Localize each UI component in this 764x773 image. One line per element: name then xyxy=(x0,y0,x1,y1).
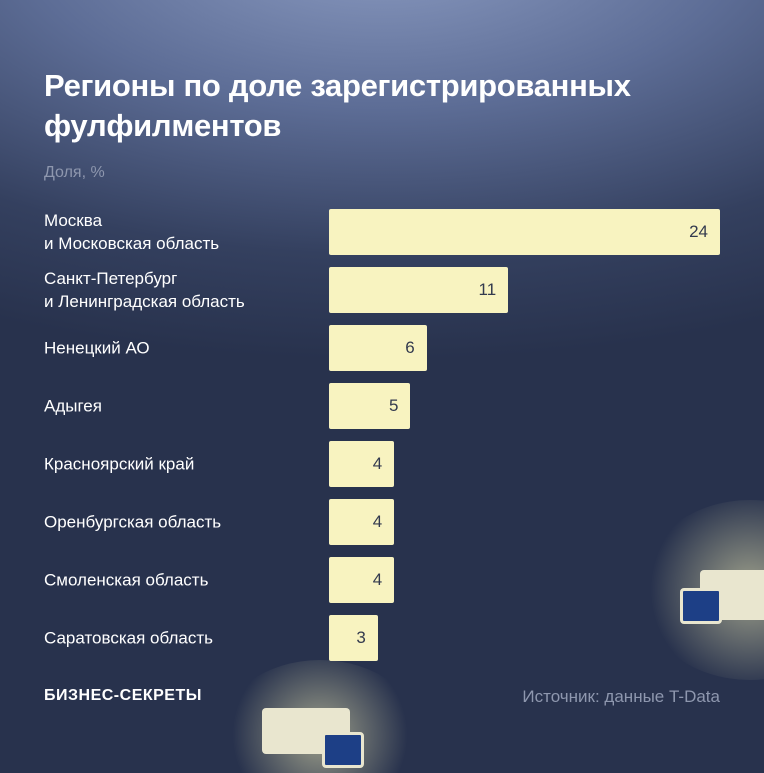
value-label: 11 xyxy=(478,280,497,299)
truck-cab xyxy=(680,588,722,624)
bar xyxy=(329,267,509,313)
bar xyxy=(329,615,378,661)
bar xyxy=(329,383,411,429)
subtitle: Доля, % xyxy=(44,164,105,181)
value-label: 5 xyxy=(388,396,399,415)
category-label: Москва и Московская область xyxy=(44,211,220,253)
brand: БИЗНЕС-СЕКРЕТЫ xyxy=(44,687,202,704)
truck-cab xyxy=(322,732,364,768)
value-label: 24 xyxy=(689,222,708,241)
value-label: 3 xyxy=(356,628,366,647)
category-label: Саратовская область xyxy=(44,628,213,648)
bar xyxy=(329,209,720,255)
value-label: 4 xyxy=(372,570,383,589)
value-label: 4 xyxy=(372,512,383,531)
category-label: Ненецкий АО xyxy=(44,338,150,358)
category-label: Санкт-Петербург и Ленинградская область xyxy=(44,269,245,311)
category-label: Смоленская область xyxy=(44,570,209,590)
category-label: Красноярский край xyxy=(44,454,195,474)
value-label: 6 xyxy=(405,338,415,357)
bar xyxy=(329,557,395,603)
bar xyxy=(329,441,395,487)
source: Источник: данные T-Data xyxy=(522,687,720,706)
bar xyxy=(329,499,395,545)
bar xyxy=(329,325,427,371)
value-label: 4 xyxy=(372,454,383,473)
category-label: Оренбургская область xyxy=(44,512,222,532)
category-label: Адыгея xyxy=(44,396,102,416)
title: Регионы по доле зарегистрированных фулфи… xyxy=(44,68,631,143)
